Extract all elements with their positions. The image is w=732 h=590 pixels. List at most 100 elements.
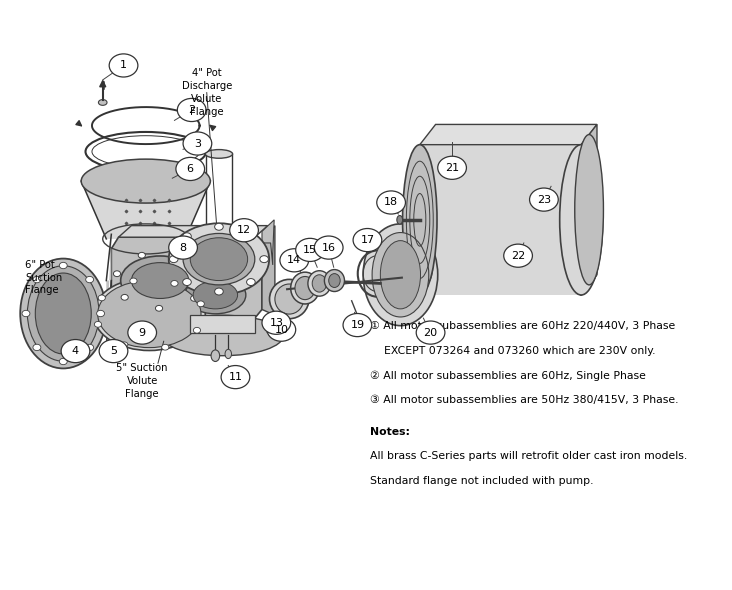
Circle shape [280,249,309,272]
Circle shape [353,228,382,252]
Ellipse shape [168,223,269,295]
Circle shape [190,296,198,301]
Text: 3: 3 [194,139,201,149]
Circle shape [214,223,223,230]
Ellipse shape [132,263,189,299]
Circle shape [113,271,121,277]
Circle shape [86,344,94,350]
Text: ③ All motor subassemblies are 50Hz 380/415V, 3 Phase.: ③ All motor subassemblies are 50Hz 380/4… [370,395,678,405]
Text: 13: 13 [269,318,283,328]
Text: 4: 4 [72,346,79,356]
Text: 19: 19 [351,320,365,330]
Circle shape [99,339,128,363]
Ellipse shape [35,273,92,354]
Ellipse shape [97,281,201,348]
Text: 22: 22 [511,251,525,261]
Text: All brass C-Series parts will retrofit older cast iron models.: All brass C-Series parts will retrofit o… [370,451,687,461]
Circle shape [343,313,372,337]
Ellipse shape [324,270,345,291]
Ellipse shape [190,238,247,280]
Circle shape [183,233,191,240]
Text: 10: 10 [274,324,288,335]
Text: 23: 23 [537,195,551,205]
Text: 17: 17 [360,235,375,245]
Circle shape [260,255,269,263]
Ellipse shape [185,276,246,314]
Text: 1: 1 [120,60,127,70]
Circle shape [121,294,128,300]
Ellipse shape [121,256,200,305]
Circle shape [138,253,146,258]
Text: 16: 16 [321,242,336,253]
Text: 14: 14 [287,255,302,266]
Ellipse shape [225,349,231,359]
Circle shape [169,255,178,263]
Circle shape [98,295,105,301]
Ellipse shape [275,284,304,314]
Circle shape [33,276,41,283]
Circle shape [59,358,67,365]
Polygon shape [262,220,274,265]
Circle shape [168,236,198,259]
Text: ② All motor subassemblies are 60Hz, Single Phase: ② All motor subassemblies are 60Hz, Sing… [370,370,646,381]
Circle shape [377,191,406,214]
Circle shape [94,322,102,327]
Ellipse shape [329,274,340,287]
Circle shape [183,132,212,155]
Circle shape [314,236,343,259]
Ellipse shape [397,215,403,224]
Ellipse shape [308,271,331,296]
Circle shape [267,318,296,341]
Ellipse shape [92,136,200,168]
Text: ① All motor subassemblies are 60Hz 220/440V, 3 Phase: ① All motor subassemblies are 60Hz 220/4… [370,321,675,331]
Circle shape [155,306,163,311]
Circle shape [130,278,137,284]
Ellipse shape [381,241,420,309]
Text: 15: 15 [303,245,317,255]
Circle shape [61,339,90,363]
Ellipse shape [295,277,315,300]
Text: 18: 18 [384,198,398,208]
Ellipse shape [363,224,438,326]
Circle shape [162,345,169,350]
Circle shape [171,280,178,286]
Polygon shape [111,237,262,327]
Ellipse shape [312,275,326,292]
Ellipse shape [98,100,107,106]
Circle shape [504,244,532,267]
Text: 11: 11 [228,372,242,382]
Text: 2: 2 [188,105,195,115]
Text: 4" Pot
Discharge
Volute
Flange: 4" Pot Discharge Volute Flange [182,68,232,117]
Circle shape [109,54,138,77]
Circle shape [247,233,255,240]
Polygon shape [419,145,581,295]
Ellipse shape [372,232,429,317]
Text: 12: 12 [237,225,251,235]
Ellipse shape [211,350,220,362]
Circle shape [221,366,250,389]
Ellipse shape [20,258,106,368]
Text: 6" Pot
Suction
Flange: 6" Pot Suction Flange [25,260,62,296]
Ellipse shape [291,272,319,304]
Text: 6: 6 [187,164,194,174]
Ellipse shape [183,234,255,285]
Text: Standard flange not included with pump.: Standard flange not included with pump. [370,476,593,486]
Circle shape [177,253,184,259]
Text: 9: 9 [138,327,146,337]
Ellipse shape [354,314,361,320]
Circle shape [417,321,445,344]
Circle shape [438,156,466,179]
Text: EXCEPT 073264 and 073260 which are 230V only.: EXCEPT 073264 and 073260 which are 230V … [370,346,655,356]
Circle shape [97,310,105,317]
Polygon shape [81,181,210,239]
Circle shape [176,158,204,181]
Ellipse shape [193,281,238,309]
Ellipse shape [162,315,283,356]
Ellipse shape [575,135,603,285]
Ellipse shape [205,150,233,158]
Circle shape [183,278,191,286]
Circle shape [247,278,255,286]
Text: 5" Suction
Volute
Flange: 5" Suction Volute Flange [116,363,168,399]
Ellipse shape [269,280,309,319]
Circle shape [128,321,157,344]
